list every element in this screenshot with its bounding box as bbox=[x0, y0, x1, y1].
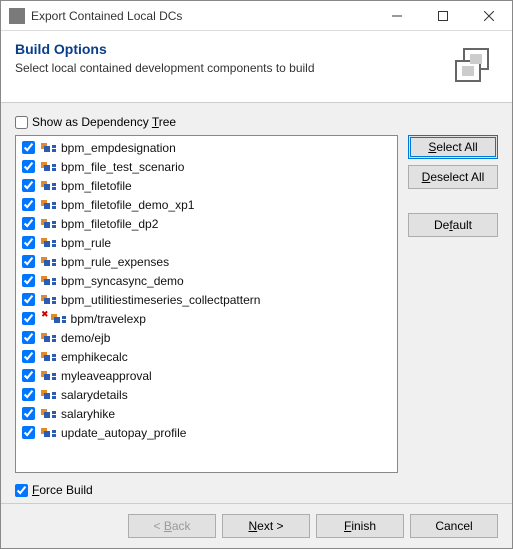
component-label: salarydetails bbox=[61, 388, 128, 402]
side-buttons: Select All Deselect All Default bbox=[408, 135, 498, 473]
list-item[interactable]: salarydetails bbox=[16, 385, 397, 404]
component-icon bbox=[41, 179, 57, 193]
component-icon bbox=[41, 350, 57, 364]
component-label: bpm_file_test_scenario bbox=[61, 160, 184, 174]
list-item[interactable]: bpm_filetofile_demo_xp1 bbox=[16, 195, 397, 214]
component-checkbox[interactable] bbox=[22, 426, 35, 439]
component-checkbox[interactable] bbox=[22, 255, 35, 268]
list-item[interactable]: demo/ejb bbox=[16, 328, 397, 347]
wizard-banner: Build Options Select local contained dev… bbox=[1, 31, 512, 103]
component-checkbox[interactable] bbox=[22, 312, 35, 325]
list-item[interactable]: bpm_utilitiestimeseries_collectpattern bbox=[16, 290, 397, 309]
list-item[interactable]: bpm_filetofile_dp2 bbox=[16, 214, 397, 233]
component-checkbox[interactable] bbox=[22, 274, 35, 287]
dependency-tree-checkbox[interactable] bbox=[15, 116, 28, 129]
list-item[interactable]: emphikecalc bbox=[16, 347, 397, 366]
deselect-all-button[interactable]: Deselect All bbox=[408, 165, 498, 189]
component-checkbox[interactable] bbox=[22, 369, 35, 382]
component-label: bpm_filetofile_dp2 bbox=[61, 217, 158, 231]
component-icon bbox=[41, 217, 57, 231]
maximize-button[interactable] bbox=[420, 1, 466, 31]
component-label: bpm/travelexp bbox=[71, 312, 146, 326]
next-button[interactable]: Next > bbox=[222, 514, 310, 538]
component-checkbox[interactable] bbox=[22, 217, 35, 230]
banner-heading: Build Options bbox=[15, 41, 442, 57]
cancel-button[interactable]: Cancel bbox=[410, 514, 498, 538]
component-label: update_autopay_profile bbox=[61, 426, 186, 440]
component-icon bbox=[41, 293, 57, 307]
component-checkbox[interactable] bbox=[22, 293, 35, 306]
component-icon bbox=[41, 236, 57, 250]
component-label: bpm_utilitiestimeseries_collectpattern bbox=[61, 293, 260, 307]
list-item[interactable]: bpm_rule bbox=[16, 233, 397, 252]
back-button: < Back bbox=[128, 514, 216, 538]
component-icon bbox=[41, 407, 57, 421]
component-checkbox[interactable] bbox=[22, 331, 35, 344]
default-button[interactable]: Default bbox=[408, 213, 498, 237]
content-area: Show as Dependency Tree bpm_empdesignati… bbox=[1, 103, 512, 503]
component-label: bpm_filetofile_demo_xp1 bbox=[61, 198, 194, 212]
list-item[interactable]: bpm_syncasync_demo bbox=[16, 271, 397, 290]
select-all-button[interactable]: Select All bbox=[408, 135, 498, 159]
list-item[interactable]: bpm_rule_expenses bbox=[16, 252, 397, 271]
component-checkbox[interactable] bbox=[22, 198, 35, 211]
title-bar: Export Contained Local DCs bbox=[1, 1, 512, 31]
force-build-label[interactable]: Force Build bbox=[32, 483, 93, 497]
force-build-checkbox[interactable] bbox=[15, 484, 28, 497]
finish-button[interactable]: Finish bbox=[316, 514, 404, 538]
component-checkbox[interactable] bbox=[22, 141, 35, 154]
component-icon bbox=[41, 426, 57, 440]
error-icon: ✖ bbox=[41, 309, 49, 320]
component-checkbox[interactable] bbox=[22, 179, 35, 192]
list-item[interactable]: update_autopay_profile bbox=[16, 423, 397, 442]
component-checkbox[interactable] bbox=[22, 407, 35, 420]
list-item[interactable]: bpm_empdesignation bbox=[16, 138, 397, 157]
dependency-tree-label[interactable]: Show as Dependency Tree bbox=[32, 115, 176, 129]
component-icon bbox=[41, 274, 57, 288]
component-label: bpm_rule_expenses bbox=[61, 255, 169, 269]
list-item[interactable]: bpm_file_test_scenario bbox=[16, 157, 397, 176]
component-icon bbox=[51, 312, 67, 326]
component-label: demo/ejb bbox=[61, 331, 110, 345]
component-checkbox[interactable] bbox=[22, 160, 35, 173]
close-button[interactable] bbox=[466, 1, 512, 31]
component-icon bbox=[41, 255, 57, 269]
component-label: bpm_syncasync_demo bbox=[61, 274, 184, 288]
list-item[interactable]: ✖ bpm/travelexp bbox=[16, 309, 397, 328]
component-icon bbox=[41, 141, 57, 155]
window-controls bbox=[374, 1, 512, 31]
force-build-row: Force Build bbox=[15, 483, 498, 497]
component-list[interactable]: bpm_empdesignation bpm_file_test_scenario… bbox=[15, 135, 398, 473]
list-item[interactable]: salaryhike bbox=[16, 404, 397, 423]
component-label: bpm_filetofile bbox=[61, 179, 132, 193]
minimize-button[interactable] bbox=[374, 1, 420, 31]
component-checkbox[interactable] bbox=[22, 236, 35, 249]
dependency-tree-row: Show as Dependency Tree bbox=[15, 115, 498, 129]
app-icon bbox=[9, 8, 25, 24]
list-item[interactable]: bpm_filetofile bbox=[16, 176, 397, 195]
component-label: emphikecalc bbox=[61, 350, 128, 364]
component-icon bbox=[41, 198, 57, 212]
component-icon bbox=[41, 388, 57, 402]
banner-subtext: Select local contained development compo… bbox=[15, 61, 442, 75]
component-label: bpm_rule bbox=[61, 236, 111, 250]
component-label: bpm_empdesignation bbox=[61, 141, 176, 155]
component-label: salaryhike bbox=[61, 407, 115, 421]
banner-icon bbox=[450, 43, 498, 90]
wizard-footer: < Back Next > Finish Cancel bbox=[1, 503, 512, 548]
component-icon bbox=[41, 369, 57, 383]
component-checkbox[interactable] bbox=[22, 388, 35, 401]
component-icon bbox=[41, 331, 57, 345]
window-title: Export Contained Local DCs bbox=[31, 9, 374, 23]
component-icon bbox=[41, 160, 57, 174]
component-label: myleaveapproval bbox=[61, 369, 152, 383]
list-item[interactable]: myleaveapproval bbox=[16, 366, 397, 385]
component-checkbox[interactable] bbox=[22, 350, 35, 363]
